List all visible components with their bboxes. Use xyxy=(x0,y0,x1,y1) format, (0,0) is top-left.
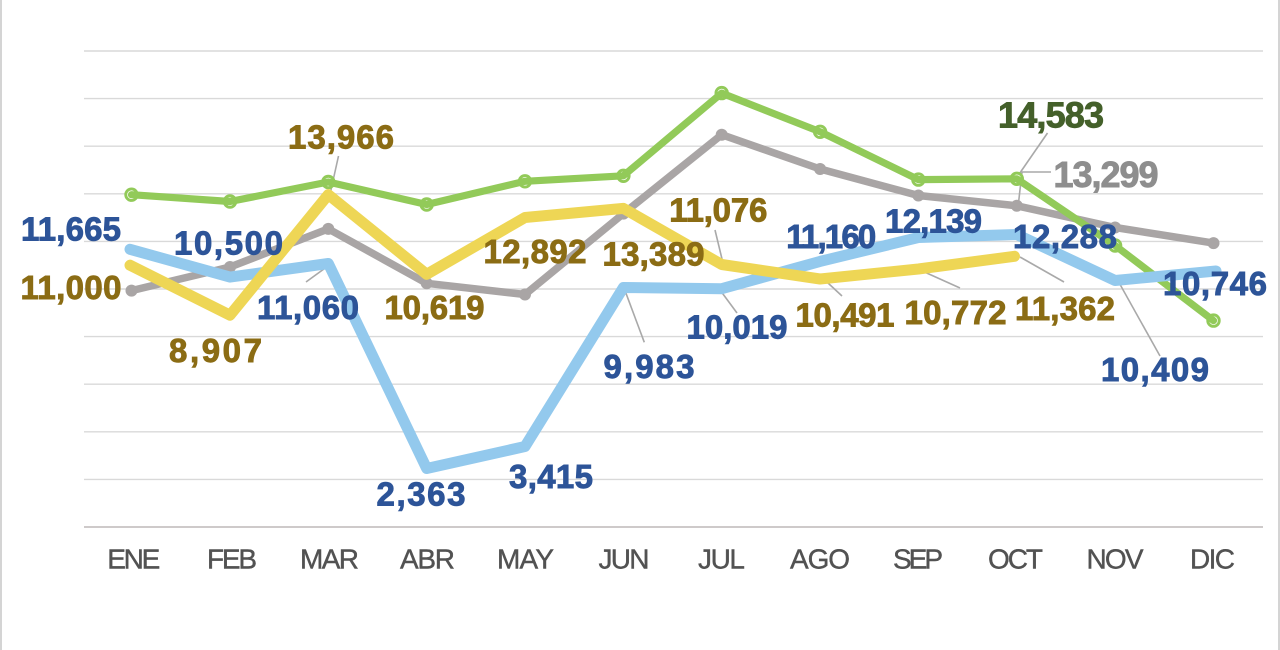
svg-text:11,076: 11,076 xyxy=(669,191,767,228)
svg-text:14,583: 14,583 xyxy=(998,94,1104,135)
svg-text:8,907: 8,907 xyxy=(169,332,262,369)
svg-text:ABR: ABR xyxy=(400,543,455,574)
svg-text:12,139: 12,139 xyxy=(885,203,982,240)
svg-text:MAR: MAR xyxy=(300,543,359,574)
svg-text:OCT: OCT xyxy=(988,543,1043,574)
svg-text:11,665: 11,665 xyxy=(21,211,121,248)
svg-text:13,299: 13,299 xyxy=(1054,154,1159,195)
svg-text:FEB: FEB xyxy=(207,543,257,574)
svg-text:10,019: 10,019 xyxy=(687,308,788,345)
svg-text:SEP: SEP xyxy=(893,543,943,574)
svg-text:3,415: 3,415 xyxy=(509,458,593,495)
svg-text:2,363: 2,363 xyxy=(377,476,466,513)
svg-text:NOV: NOV xyxy=(1087,543,1144,574)
svg-text:AGO: AGO xyxy=(790,543,850,574)
svg-text:11,060: 11,060 xyxy=(257,289,359,326)
svg-text:MAY: MAY xyxy=(497,543,554,574)
svg-text:11,000: 11,000 xyxy=(21,269,122,306)
svg-text:11,362: 11,362 xyxy=(1015,290,1115,327)
svg-text:10,746: 10,746 xyxy=(1163,265,1267,302)
svg-text:10,619: 10,619 xyxy=(385,289,485,326)
svg-text:9,983: 9,983 xyxy=(604,348,695,385)
svg-text:10,772: 10,772 xyxy=(905,294,1007,331)
svg-text:JUL: JUL xyxy=(698,543,745,574)
svg-text:11,160: 11,160 xyxy=(786,218,876,255)
svg-text:10,500: 10,500 xyxy=(174,225,283,262)
svg-text:ENE: ENE xyxy=(107,543,160,574)
svg-text:12,892: 12,892 xyxy=(484,233,587,270)
svg-text:JUN: JUN xyxy=(599,543,650,574)
svg-text:DIC: DIC xyxy=(1190,543,1235,574)
svg-text:10,491: 10,491 xyxy=(796,296,895,333)
svg-text:13,389: 13,389 xyxy=(603,236,705,273)
svg-text:12,288: 12,288 xyxy=(1013,218,1117,255)
svg-text:10,409: 10,409 xyxy=(1101,351,1209,388)
svg-text:13,966: 13,966 xyxy=(288,118,394,155)
